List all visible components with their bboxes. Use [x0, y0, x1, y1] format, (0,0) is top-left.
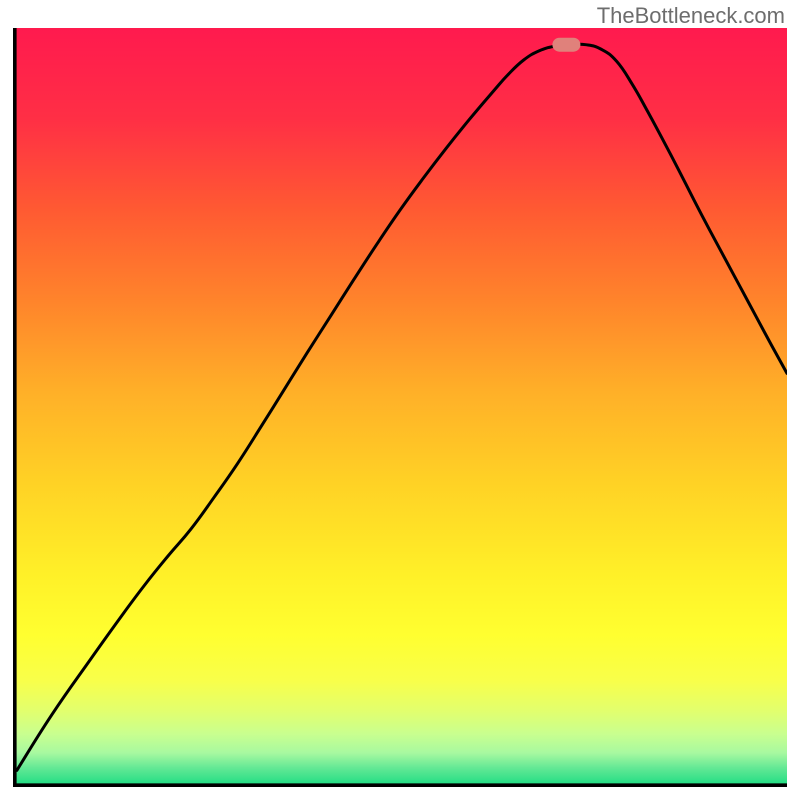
watermark-label: TheBottleneck.com: [597, 3, 785, 29]
chart-svg: [13, 28, 787, 787]
bottleneck-chart: [13, 28, 787, 787]
